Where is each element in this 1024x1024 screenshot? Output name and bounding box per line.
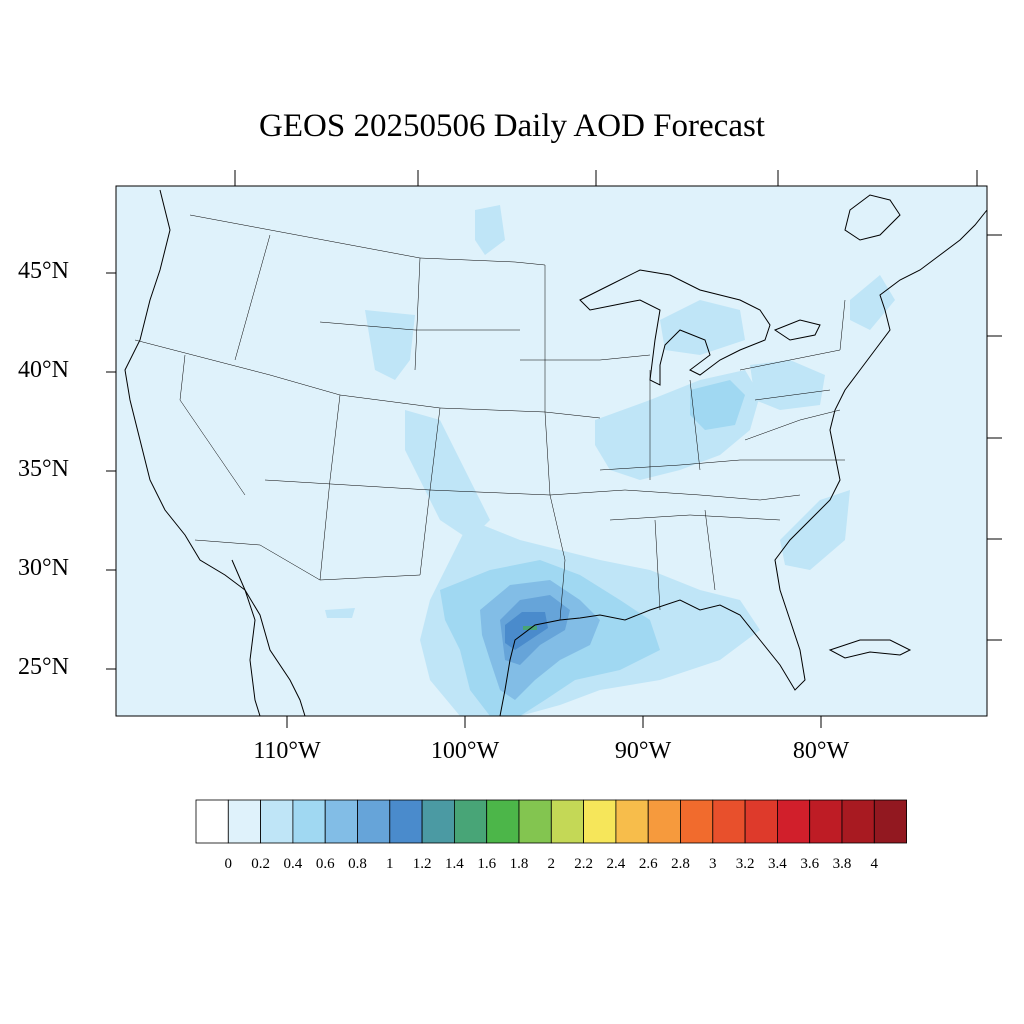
- chart-title: GEOS 20250506 Daily AOD Forecast: [259, 108, 765, 144]
- colorbar: [195, 799, 907, 844]
- colorbar-tick-label: 3.4: [768, 856, 787, 872]
- lat-label-35: 35°N: [18, 456, 69, 482]
- colorbar-swatch: [453, 799, 488, 844]
- colorbar-tick-label: 2.2: [574, 856, 593, 872]
- aod-plumes: [325, 205, 895, 716]
- colorbar-swatch: [260, 799, 294, 844]
- colorbar-swatch: [195, 799, 229, 844]
- colorbar-tick-label: 3: [709, 856, 717, 872]
- colorbar-swatch: [227, 799, 262, 844]
- colorbar-tick-label: 3.6: [800, 856, 820, 872]
- colorbar-tick-label: 0.6: [315, 856, 335, 872]
- map-frame: [115, 185, 988, 717]
- colorbar-swatch: [615, 799, 649, 844]
- colorbar-swatch: [292, 799, 326, 844]
- lat-label-25: 25°N: [18, 654, 69, 680]
- lat-label-45: 45°N: [18, 258, 69, 284]
- colorbar-tick-label: 4: [870, 856, 879, 872]
- colorbar-tick-label: 1.6: [477, 856, 497, 872]
- colorbar-tick-label: 3.2: [735, 856, 755, 872]
- colorbar-tick-label: 2.6: [638, 856, 658, 872]
- lon-label-90: 90°W: [614, 738, 672, 764]
- lon-label-110: 110°W: [253, 738, 321, 764]
- colorbar-swatch: [841, 799, 875, 844]
- colorbar-tick-label: 2.8: [671, 856, 690, 872]
- colorbar-tick-label: 1: [386, 856, 394, 872]
- colorbar-tick-label: 0.2: [251, 856, 270, 872]
- colorbar-tick-label: 2: [547, 856, 556, 872]
- colorbar-swatch: [324, 799, 358, 844]
- colorbar-swatch: [550, 799, 584, 844]
- colorbar-tick-label: 1.2: [412, 856, 432, 872]
- colorbar-swatch: [389, 799, 423, 844]
- lat-label-30: 30°N: [18, 555, 69, 581]
- colorbar-tick-label: 2.4: [606, 856, 626, 872]
- colorbar-tick-label: 0.8: [348, 856, 367, 872]
- state-borders: [134, 214, 846, 621]
- colorbar-tick-label: 0: [224, 856, 233, 872]
- colorbar-swatch: [744, 799, 778, 844]
- colorbar-swatch: [583, 799, 617, 844]
- colorbar-swatch: [357, 799, 391, 844]
- colorbar-tick-label: 1.4: [445, 856, 464, 872]
- colorbar-swatch: [809, 799, 843, 844]
- axis-ticks: [106, 170, 1002, 728]
- colorbar-swatch: [647, 799, 681, 844]
- colorbar-tick-label: 0.4: [283, 856, 303, 872]
- lat-label-40: 40°N: [18, 357, 69, 383]
- colorbar-tick-label: 1.8: [509, 856, 529, 872]
- colorbar-tick-label: 3.8: [832, 856, 852, 872]
- colorbar-swatch: [712, 799, 746, 844]
- lon-label-100: 100°W: [430, 738, 500, 764]
- colorbar-swatch: [486, 799, 520, 844]
- colorbar-swatch: [518, 799, 552, 844]
- colorbar-swatch: [421, 799, 455, 844]
- colorbar-swatch: [873, 799, 907, 844]
- lon-label-80: 80°W: [792, 738, 850, 764]
- colorbar-swatch: [777, 799, 811, 844]
- colorbar-swatch: [680, 799, 714, 844]
